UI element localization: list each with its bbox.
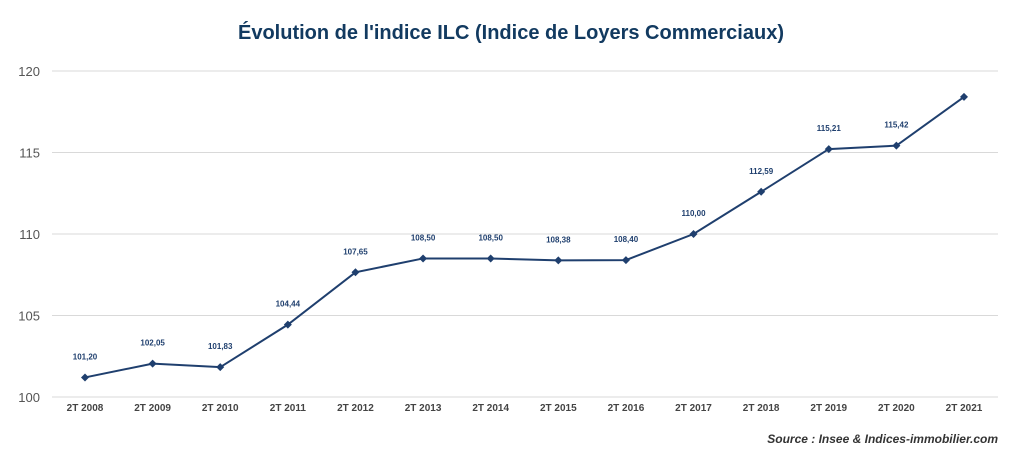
x-tick-label: 2T 2013 (405, 403, 442, 414)
x-tick-label: 2T 2014 (472, 403, 509, 414)
chart-source: Source : Insee & Indices-immobilier.com (767, 432, 998, 446)
data-point (283, 320, 292, 329)
series-line (84, 96, 965, 379)
x-tick-label: 2T 2021 (946, 403, 983, 414)
x-tick-label: 2T 2012 (337, 403, 374, 414)
data-label: 108,40 (614, 235, 639, 244)
data-point (757, 187, 766, 196)
x-tick-label: 2T 2009 (134, 403, 171, 414)
grid-lines (52, 70, 998, 398)
data-label: 108,38 (546, 235, 571, 244)
y-tick-label: 110 (19, 227, 40, 242)
data-label: 108,50 (478, 233, 503, 242)
y-tick-label: 105 (18, 309, 40, 324)
y-tick-label: 100 (18, 390, 40, 405)
x-tick-label: 2T 2017 (675, 403, 712, 414)
x-tick-label: 2T 2016 (608, 403, 645, 414)
data-label: 107,65 (343, 247, 368, 256)
x-tick-label: 2T 2008 (67, 403, 104, 414)
data-label: 101,20 (73, 352, 98, 361)
data-label: 115,42 (884, 121, 909, 130)
data-point (351, 268, 360, 277)
x-tick-label: 2T 2011 (270, 403, 307, 414)
data-label: 110,00 (682, 209, 707, 218)
data-label: 101,83 (208, 342, 233, 351)
x-tick-label: 2T 2015 (540, 403, 577, 414)
y-tick-label: 115 (19, 146, 40, 161)
data-label: 112,59 (749, 167, 774, 176)
data-point (621, 256, 630, 265)
data-point (689, 230, 698, 238)
x-tick-label: 2T 2020 (878, 403, 915, 414)
data-label: 102,05 (140, 339, 165, 348)
data-point (419, 254, 428, 263)
x-tick-label: 2T 2019 (810, 403, 847, 414)
data-point (960, 92, 968, 101)
x-tick-label: 2T 2018 (743, 403, 780, 414)
data-markers (81, 92, 968, 382)
y-tick-label: 120 (18, 64, 40, 79)
data-labels: 101,20 102,05 101,83 104,44 107,65 108,50 108,… (73, 121, 909, 362)
data-point (486, 254, 495, 263)
data-point (554, 256, 563, 265)
data-point (216, 363, 225, 372)
data-point (81, 373, 89, 382)
data-label: 104,44 (276, 300, 301, 309)
data-point (824, 145, 833, 154)
y-axis: 100 105 110 115 120 (18, 64, 40, 405)
data-label: 115,21 (817, 124, 842, 133)
x-tick-label: 2T 2010 (202, 403, 239, 414)
data-label: 108,50 (411, 233, 436, 242)
x-axis: 2T 2008 2T 2009 2T 2010 2T 2011 2T 2012 2T 20… (67, 403, 983, 414)
chart-title: Évolution de l'indice ILC (Indice de Loy… (238, 22, 784, 44)
data-point (148, 359, 157, 368)
data-point (892, 141, 901, 150)
